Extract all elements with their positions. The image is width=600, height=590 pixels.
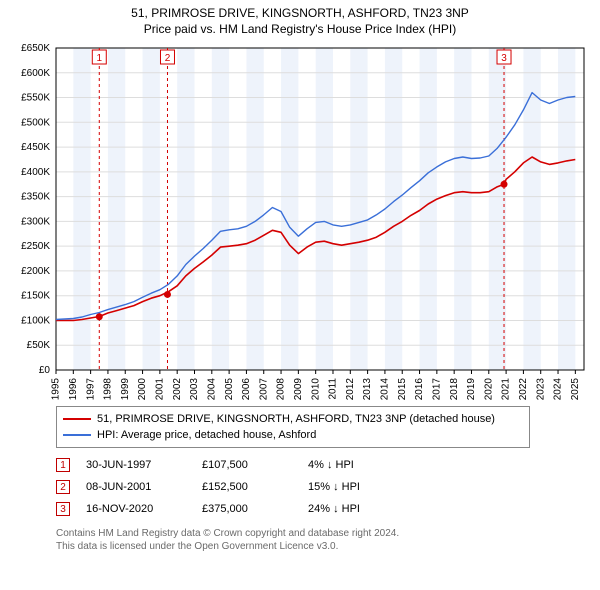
events-table: 1 30-JUN-1997 £107,500 4% ↓ HPI 2 08-JUN-2001… <box>56 454 516 520</box>
legend-swatch <box>63 434 91 436</box>
svg-text:2017: 2017 <box>431 378 442 400</box>
svg-text:2015: 2015 <box>397 378 408 400</box>
svg-text:2010: 2010 <box>310 378 321 400</box>
svg-text:£600K: £600K <box>21 68 50 79</box>
legend-label: 51, PRIMROSE DRIVE, KINGSNORTH, ASHFORD,… <box>97 413 495 425</box>
svg-text:2008: 2008 <box>276 378 287 400</box>
event-delta: 4% ↓ HPI <box>308 459 408 471</box>
event-delta: 24% ↓ HPI <box>308 503 408 515</box>
chart-svg: £0 £50K £100K £150K £200K £250K £300K £350K £400… <box>8 40 592 400</box>
event-delta: 15% ↓ HPI <box>308 481 408 493</box>
svg-text:2012: 2012 <box>345 378 356 400</box>
svg-text:2011: 2011 <box>328 378 339 400</box>
svg-text:1997: 1997 <box>85 378 96 400</box>
chart: £0 £50K £100K £150K £200K £250K £300K £350K £400… <box>8 40 592 400</box>
event-marker: 1 <box>56 458 70 472</box>
svg-text:2022: 2022 <box>518 378 529 400</box>
svg-text:2023: 2023 <box>535 378 546 400</box>
svg-text:2024: 2024 <box>553 378 564 400</box>
svg-text:£400K: £400K <box>21 167 50 178</box>
svg-text:£350K: £350K <box>21 192 50 203</box>
svg-text:2002: 2002 <box>172 378 183 400</box>
svg-text:2019: 2019 <box>466 378 477 400</box>
event-price: £152,500 <box>202 481 292 493</box>
svg-text:2021: 2021 <box>501 378 512 400</box>
svg-text:2003: 2003 <box>189 378 200 400</box>
legend-row: 51, PRIMROSE DRIVE, KINGSNORTH, ASHFORD,… <box>63 411 523 427</box>
svg-text:£150K: £150K <box>21 291 50 302</box>
svg-text:£500K: £500K <box>21 117 50 128</box>
svg-text:£100K: £100K <box>21 315 50 326</box>
svg-text:£450K: £450K <box>21 142 50 153</box>
svg-text:£50K: £50K <box>27 340 51 351</box>
event-marker: 3 <box>56 502 70 516</box>
svg-text:2016: 2016 <box>414 378 425 400</box>
svg-text:£650K: £650K <box>21 43 50 54</box>
event-marker: 2 <box>56 480 70 494</box>
legend-swatch <box>63 418 91 420</box>
attribution-line-2: This data is licensed under the Open Gov… <box>56 541 556 554</box>
title-line-2: Price paid vs. HM Land Registry's House … <box>8 22 592 36</box>
svg-text:2: 2 <box>165 53 171 64</box>
svg-text:2006: 2006 <box>241 378 252 400</box>
event-row: 1 30-JUN-1997 £107,500 4% ↓ HPI <box>56 454 516 476</box>
svg-text:1999: 1999 <box>120 378 131 400</box>
svg-text:£250K: £250K <box>21 241 50 252</box>
svg-text:£550K: £550K <box>21 93 50 104</box>
svg-text:2018: 2018 <box>449 378 460 400</box>
svg-text:1995: 1995 <box>51 378 62 400</box>
page: 51, PRIMROSE DRIVE, KINGSNORTH, ASHFORD,… <box>0 0 600 561</box>
event-price: £375,000 <box>202 503 292 515</box>
event-date: 16-NOV-2020 <box>86 503 186 515</box>
title-line-1: 51, PRIMROSE DRIVE, KINGSNORTH, ASHFORD,… <box>8 6 592 20</box>
legend: 51, PRIMROSE DRIVE, KINGSNORTH, ASHFORD,… <box>56 406 530 448</box>
svg-text:2001: 2001 <box>155 378 166 400</box>
svg-text:2000: 2000 <box>137 378 148 400</box>
svg-text:1996: 1996 <box>68 378 79 400</box>
attribution-line-1: Contains HM Land Registry data © Crown c… <box>56 528 556 541</box>
svg-text:2020: 2020 <box>483 378 494 400</box>
svg-text:2013: 2013 <box>362 378 373 400</box>
event-row: 3 16-NOV-2020 £375,000 24% ↓ HPI <box>56 498 516 520</box>
legend-row: HPI: Average price, detached house, Ashf… <box>63 427 523 443</box>
svg-text:2009: 2009 <box>293 378 304 400</box>
svg-text:1998: 1998 <box>103 378 114 400</box>
event-price: £107,500 <box>202 459 292 471</box>
svg-text:£300K: £300K <box>21 216 50 227</box>
event-date: 08-JUN-2001 <box>86 481 186 493</box>
svg-text:2014: 2014 <box>380 378 391 400</box>
chart-titles: 51, PRIMROSE DRIVE, KINGSNORTH, ASHFORD,… <box>8 6 592 36</box>
attribution: Contains HM Land Registry data © Crown c… <box>56 528 556 553</box>
svg-text:1: 1 <box>96 53 102 64</box>
svg-text:2005: 2005 <box>224 378 235 400</box>
event-date: 30-JUN-1997 <box>86 459 186 471</box>
svg-text:£0: £0 <box>39 365 51 376</box>
svg-text:2004: 2004 <box>206 378 217 400</box>
svg-text:2025: 2025 <box>570 378 581 400</box>
svg-text:2007: 2007 <box>258 378 269 400</box>
event-row: 2 08-JUN-2001 £152,500 15% ↓ HPI <box>56 476 516 498</box>
legend-label: HPI: Average price, detached house, Ashf… <box>97 429 316 441</box>
svg-text:3: 3 <box>501 53 507 64</box>
svg-text:£200K: £200K <box>21 266 50 277</box>
